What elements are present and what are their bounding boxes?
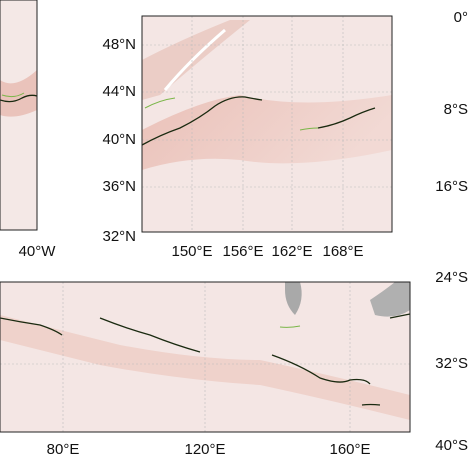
y-tick-label: 32°S bbox=[435, 355, 468, 372]
bottom-panel: 80°E 120°E 160°E bbox=[0, 281, 411, 458]
x-tick-label: 40°W bbox=[19, 243, 57, 260]
left-panel: 40°W bbox=[0, 0, 56, 260]
y-tick-label: 40°N bbox=[102, 131, 136, 148]
y-tick-label: 0° bbox=[454, 9, 468, 26]
y-tick-label: 48°N bbox=[102, 36, 136, 53]
y-tick-label: 8°S bbox=[444, 101, 468, 118]
x-tick-label: 162°E bbox=[271, 243, 312, 260]
x-tick-label: 150°E bbox=[171, 243, 212, 260]
x-tick-label: 156°E bbox=[222, 243, 263, 260]
x-tick-label: 168°E bbox=[322, 243, 363, 260]
y-tick-label: 36°N bbox=[102, 178, 136, 195]
x-tick-label: 80°E bbox=[47, 441, 80, 458]
y-tick-label: 32°N bbox=[102, 228, 136, 245]
top-panel: 48°N 44°N 40°N 36°N 32°N 150°E 156°E 162… bbox=[102, 15, 393, 260]
x-tick-label: 160°E bbox=[329, 441, 370, 458]
right-axis-labels: 0° 8°S 16°S 24°S 32°S 40°S bbox=[435, 9, 468, 454]
y-tick-label: 44°N bbox=[102, 83, 136, 100]
y-tick-label: 40°S bbox=[435, 437, 468, 454]
y-tick-label: 24°S bbox=[435, 269, 468, 286]
x-tick-label: 120°E bbox=[184, 441, 225, 458]
y-tick-label: 16°S bbox=[435, 178, 468, 195]
